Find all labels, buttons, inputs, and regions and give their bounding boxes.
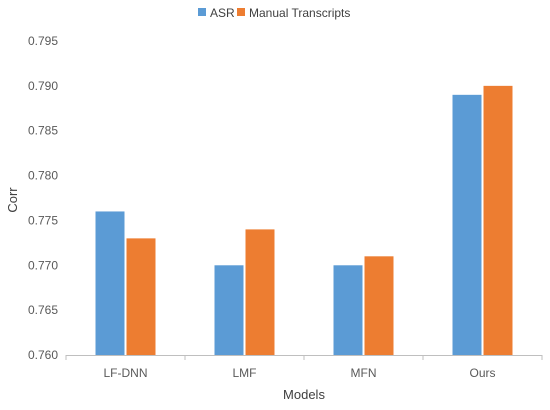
- bar-manual-transcripts-mfn: [364, 256, 394, 355]
- y-tick-label: 0.780: [28, 169, 58, 183]
- y-tick-label: 0.760: [28, 348, 58, 362]
- y-tick-label: 0.775: [28, 213, 58, 227]
- legend-label-manual-transcripts: Manual Transcripts: [249, 6, 350, 20]
- y-axis-ticks: 0.760 0.765 0.770 0.775 0.780 0.785 0.790 0.795: [28, 34, 58, 362]
- y-tick-label: 0.790: [28, 79, 58, 93]
- x-tick-label: LMF: [233, 366, 257, 380]
- y-tick-label: 0.765: [28, 303, 58, 317]
- bar-asr-mfn: [333, 265, 363, 355]
- bar-manual-transcripts-lf-dnn: [126, 238, 156, 355]
- y-tick-label: 0.785: [28, 124, 58, 138]
- legend-swatch-asr: [198, 8, 206, 16]
- bar-manual-transcripts-ours: [483, 85, 513, 355]
- x-axis-ticks: LF-DNN LMF MFN Ours: [65, 355, 543, 380]
- y-tick-label: 0.795: [28, 34, 58, 48]
- x-tick-label: LF-DNN: [104, 366, 148, 380]
- legend: ASR Manual Transcripts: [198, 6, 350, 20]
- y-axis-title: Corr: [5, 187, 20, 213]
- bar-asr-lmf: [214, 265, 244, 355]
- bar-asr-lf-dnn: [95, 211, 125, 355]
- x-tick-label: Ours: [469, 366, 495, 380]
- x-axis-title: Models: [283, 387, 325, 402]
- y-tick-label: 0.770: [28, 258, 58, 272]
- legend-label-asr: ASR: [210, 6, 235, 20]
- x-tick-label: MFN: [351, 366, 377, 380]
- bars: [95, 85, 513, 355]
- bar-manual-transcripts-lmf: [245, 229, 275, 355]
- legend-swatch-manual-transcripts: [237, 8, 245, 16]
- bar-asr-ours: [452, 94, 482, 355]
